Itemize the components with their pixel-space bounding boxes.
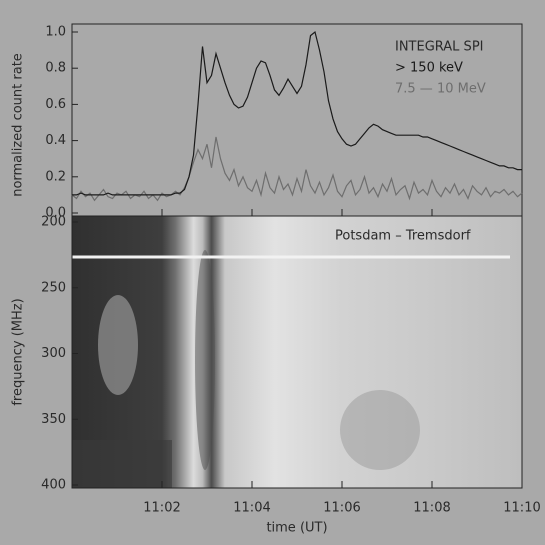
- x-tick-label: 11:08: [413, 501, 450, 516]
- y-tick-label: 0.6: [45, 97, 66, 112]
- y-tick-label: 0.8: [45, 61, 66, 76]
- spectrogram-shading: [72, 440, 172, 488]
- legend-entry: 7.5 — 10 MeV: [395, 82, 486, 97]
- series-line: [71, 136, 523, 202]
- y-tick-label: 350: [41, 412, 66, 427]
- spectrogram-image: [72, 216, 522, 488]
- y-tick-label: 250: [41, 280, 66, 295]
- x-tick-label: 11:04: [233, 501, 270, 516]
- x-tick-label: 11:10: [503, 501, 540, 516]
- y-axis-label: normalized count rate: [11, 53, 26, 197]
- x-tick-label: 11:02: [143, 501, 180, 516]
- y-tick-label: 0.4: [45, 133, 66, 148]
- y-tick-label: 0.0: [45, 206, 66, 221]
- spectrogram-shading: [340, 390, 420, 470]
- legend-entry: > 150 keV: [395, 61, 463, 76]
- top-frame: [71, 23, 523, 217]
- x-tick-label: 11:06: [323, 501, 360, 516]
- y-tick-label: 1.0: [45, 25, 66, 40]
- bottom-frame: [71, 215, 523, 489]
- x-axis-label: time (UT): [266, 521, 327, 536]
- annotation: Potsdam – Tremsdorf: [335, 229, 471, 244]
- legend-title: INTEGRAL SPI: [395, 40, 484, 55]
- series-line: [72, 30, 522, 196]
- y-tick-label: 0.2: [45, 169, 66, 184]
- y-axis-label: frequency (MHz): [11, 298, 26, 405]
- spectrogram-shading: [98, 295, 138, 395]
- spectrogram-shading: [195, 250, 215, 470]
- y-tick-label: 200: [41, 215, 66, 230]
- y-tick-label: 400: [41, 478, 66, 493]
- y-tick-label: 300: [41, 346, 66, 361]
